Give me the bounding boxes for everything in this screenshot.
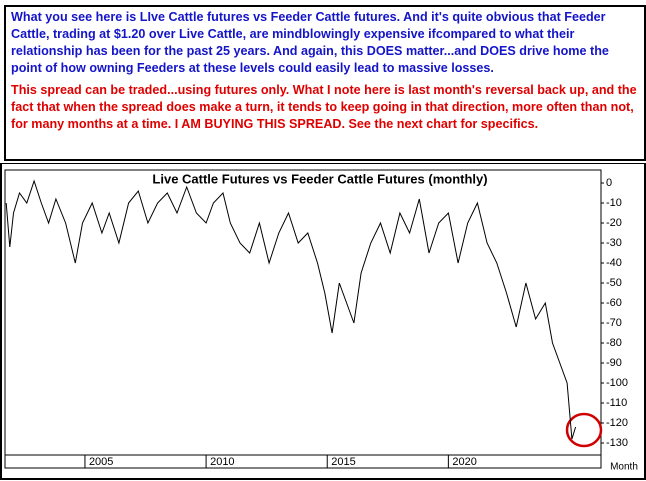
x-tick-label: 2010 — [210, 456, 234, 468]
notes-box: What you see here is LIve Cattle futures… — [4, 5, 646, 161]
note-text: What you see here is LIve Cattle futures… — [11, 10, 609, 75]
y-tick-label: -20 — [606, 217, 622, 229]
chart: Live Cattle Futures vs Feeder Cattle Fut… — [0, 163, 646, 480]
x-tick-label: 2020 — [452, 456, 476, 468]
highlight-circle — [565, 412, 603, 448]
y-tick-label: -100 — [606, 377, 628, 389]
y-tick-label: -50 — [606, 277, 622, 289]
y-tick-label: -40 — [606, 257, 622, 269]
y-tick-label: 0 — [606, 177, 612, 189]
x-tick-label: 2015 — [331, 456, 355, 468]
y-tick-label: -120 — [606, 417, 628, 429]
note-text: This spread can be traded...using future… — [11, 83, 637, 131]
x-tick-label: 2005 — [89, 456, 113, 468]
y-tick-label: -130 — [606, 437, 628, 449]
y-tick-label: -110 — [606, 397, 627, 409]
y-tick-label: -70 — [606, 317, 622, 329]
chart-title: Live Cattle Futures vs Feeder Cattle Fut… — [152, 171, 487, 186]
y-tick-label: -80 — [606, 337, 622, 349]
y-tick-label: -30 — [606, 237, 622, 249]
y-tick-label: -60 — [606, 297, 622, 309]
y-tick-label: -10 — [606, 197, 622, 209]
plot-frame — [4, 169, 602, 469]
y-tick-label: -90 — [606, 357, 622, 369]
data-line — [5, 179, 577, 440]
x-axis-label: Month — [610, 462, 638, 473]
